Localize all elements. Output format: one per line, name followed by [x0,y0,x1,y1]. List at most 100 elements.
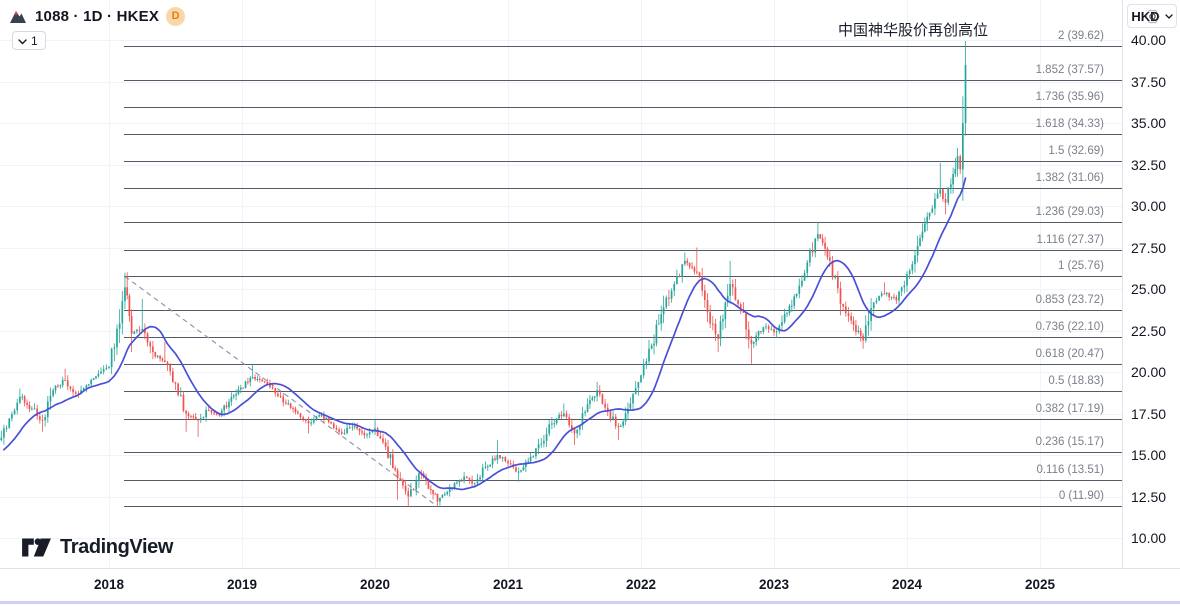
candle-body-down [698,272,701,277]
candle-body-down [197,419,199,421]
moving-average-line[interactable] [3,177,967,491]
candlestick-chart[interactable] [0,0,1122,568]
candle-body-up [463,476,465,481]
candle-body-up [954,168,957,175]
candle-body-up [44,417,47,421]
candle-body-up [90,379,93,385]
candle-body-up [752,342,755,344]
fib-level-label: 1.382 (31.06) [1035,171,1104,184]
candle-body-down [171,371,174,383]
candle-body-up [540,443,543,445]
year-label: 2019 [226,577,258,592]
symbol-legend[interactable]: 1088 · 1D · HKEX D [8,6,186,26]
candle-body-up [59,385,62,387]
candle-body-up [318,415,320,417]
candle-body-down [394,468,397,471]
candle-body-up [517,471,520,473]
tradingview-logo[interactable]: TradingView [21,534,173,561]
candle-body-up [389,454,392,458]
candle-body-down [177,383,180,396]
trendline-dashed[interactable] [124,275,438,507]
candle-body-up [790,305,793,307]
candle-body-down [432,489,434,494]
candle-body-up [49,395,52,402]
candle-body-down [717,334,719,339]
fib-level-label: 1.852 (37.57) [1035,63,1104,76]
symbol-title[interactable]: 1088 · 1D · HKEX [35,7,160,25]
price-axis[interactable]: HKD 40.00 37.50 35.00 32.50 30.00 27.50 25.00 2… [1122,0,1180,568]
candle-body-up [456,482,458,484]
candle-body-up [256,378,259,380]
candle-body-down [570,425,573,429]
candle-body-up [446,492,449,495]
candle-body-down [292,407,294,409]
candle-body-down [686,260,689,263]
candle-body-up [105,367,108,370]
candle-body-up [806,262,809,274]
candle-body-down [174,382,177,384]
candle-body-up [803,273,806,281]
candle-body-up [116,328,118,348]
price-tick-label: 37.50 [1131,73,1167,90]
candle-body-up [681,264,684,277]
candle-body-up [817,234,819,239]
candle-body-down [895,297,898,301]
candle-body-up [287,403,290,405]
candle-body-down [28,404,31,410]
candle-body-down [190,416,192,418]
price-tick-label: 10.00 [1131,530,1167,546]
candle-body-up [110,348,113,368]
price-tick-label: 40.00 [1131,32,1167,48]
candle-body-up [914,255,916,265]
candle-body-up [775,331,778,333]
candle-body-up [676,276,678,285]
candle-body-up [770,329,773,331]
candle-body-up [795,293,798,297]
candle-body-up [100,371,102,374]
candle-body-up [156,355,159,357]
candle-body-up [596,390,598,397]
candle-body-up [684,260,686,265]
candle-body-down [307,420,310,424]
candle-body-up [719,321,722,339]
candle-body-up [660,314,663,324]
candle-body-up [880,293,883,296]
candle-body-down [862,335,864,341]
currency-selector[interactable]: HKD [1127,4,1177,28]
candle-body-down [942,189,944,199]
candle-body-down [507,461,509,464]
indicator-count-chip[interactable]: 1 [12,31,46,50]
fib-level-label: 0.116 (13.51) [1036,463,1104,476]
candle-body-down [745,312,747,330]
fib-level-label: 0.382 (17.19) [1035,402,1104,415]
candle-body-down [218,414,221,416]
chevron-down-icon [1164,13,1173,19]
candle-body-up [757,331,760,336]
candle-body-down [277,393,279,397]
fib-level-label: 1.5 (32.69) [1048,144,1104,157]
candle-body-up [900,287,903,292]
candle-body-down [128,295,131,316]
candle-body-up [722,319,724,322]
candle-body-up [85,385,88,389]
interval-badge[interactable]: D [166,6,186,26]
candle-body-up [16,402,19,411]
candle-body-down [263,381,266,383]
candle-body-down [332,423,335,429]
time-axis[interactable]: 2018 2019 2020 2021 2022 2023 2024 2025 [0,568,1180,602]
candle-body-down [859,330,862,336]
axis-settings-button[interactable] [1122,0,1180,33]
candle-body-down [382,438,384,443]
chart-pane[interactable]: 2 (39.62) 1.852 (37.57) 1.736 (35.96) 1.618… [0,0,1122,568]
candle-body-up [934,198,936,209]
candle-body-down [565,413,568,418]
fib-retracement-lines[interactable] [124,46,1122,507]
candle-body-up [612,416,614,420]
candle-body-down [471,479,473,484]
candle-body-up [496,455,499,460]
candle-body-down [38,416,41,420]
fib-level-label: 1.236 (29.03) [1035,205,1104,218]
candle-body-down [185,410,187,414]
candle-body-up [33,408,36,410]
fib-level-label: 0 (11.90) [1058,489,1104,502]
